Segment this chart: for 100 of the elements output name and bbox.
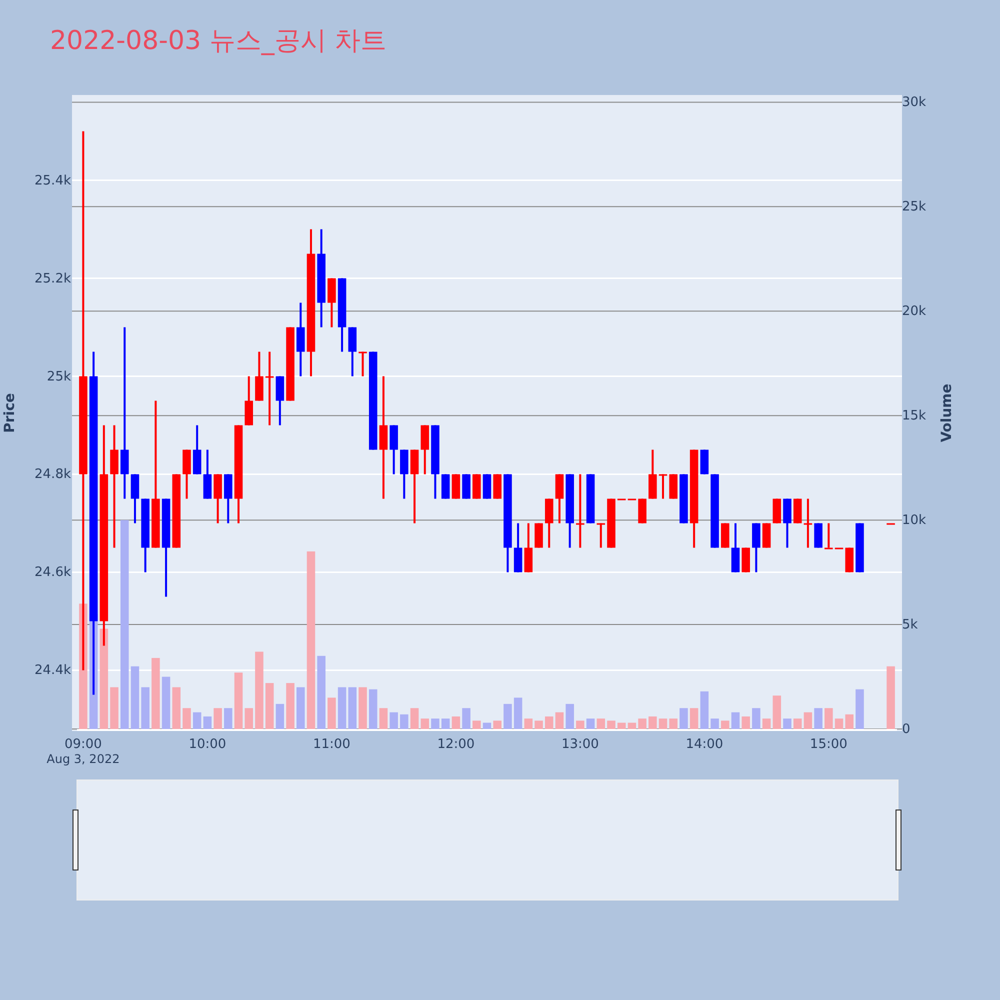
y2-tick-label: 30k <box>902 95 927 110</box>
bar <box>566 704 574 729</box>
bar <box>742 716 750 729</box>
bar <box>514 698 522 729</box>
bar <box>172 687 181 729</box>
candlestick <box>358 350 367 378</box>
bar <box>286 683 294 729</box>
x-tick-label: 15:00 <box>810 737 848 752</box>
bar <box>265 683 274 729</box>
bar <box>452 716 460 729</box>
x-tick-label: 10:00 <box>188 737 226 752</box>
candlestick <box>658 473 668 500</box>
bar <box>669 718 678 729</box>
y2-tick-label: 5k <box>902 618 918 633</box>
bar <box>203 716 212 729</box>
text: Aug 3, 2022 <box>46 752 120 766</box>
bar <box>555 712 564 729</box>
bar <box>234 672 243 729</box>
y-tick-label: 24.6k <box>34 565 72 580</box>
bar <box>752 708 760 729</box>
bar <box>420 718 430 729</box>
candlestick <box>265 350 274 426</box>
bar <box>834 718 844 729</box>
bar <box>793 718 802 729</box>
y2-axis-title: Volume <box>939 384 955 442</box>
bar <box>255 652 264 729</box>
bar <box>410 708 419 729</box>
y2-tick-label: 0 <box>902 722 910 737</box>
y2-tick-label: 10k <box>902 513 927 528</box>
y-tick-label: 24.4k <box>34 663 72 678</box>
y2-tick-label: 15k <box>902 408 927 424</box>
bar <box>586 718 595 729</box>
bar <box>814 708 822 729</box>
bar <box>348 687 357 729</box>
y-tick-label: 25k <box>46 369 72 384</box>
bar <box>214 708 222 729</box>
bar <box>856 689 864 729</box>
bar <box>130 666 140 729</box>
y2-tick-label: 25k <box>902 200 927 215</box>
bar <box>368 689 378 729</box>
candlestick <box>824 522 833 550</box>
bar <box>120 520 129 729</box>
bar <box>680 708 688 729</box>
bar <box>731 712 740 729</box>
bar <box>690 708 698 729</box>
bar <box>317 656 326 729</box>
bar <box>886 666 895 729</box>
bar <box>720 720 730 729</box>
bar <box>390 712 398 729</box>
y-tick-label: 25.4k <box>34 173 72 188</box>
bar <box>379 708 388 729</box>
candlestick <box>576 473 584 549</box>
bar <box>141 687 150 729</box>
bar <box>596 718 606 729</box>
bar <box>524 718 533 729</box>
bar <box>700 691 709 729</box>
bar <box>472 720 481 729</box>
y-tick-label: 24.8k <box>34 467 72 482</box>
bar <box>400 714 408 729</box>
bar <box>358 687 367 729</box>
bar <box>783 718 792 729</box>
bar <box>534 720 543 729</box>
x-tick-label: 11:00 <box>312 737 350 752</box>
bar <box>192 712 202 729</box>
bar <box>804 712 812 729</box>
bar <box>462 708 470 729</box>
x-tick-label: 12:00 <box>437 737 475 752</box>
bar <box>824 708 833 729</box>
bar <box>296 687 305 729</box>
bar <box>100 628 108 729</box>
bar <box>182 708 191 729</box>
bar <box>431 718 440 729</box>
bar <box>638 718 646 729</box>
x-tick-label: 09:00 <box>64 737 102 752</box>
chart-title: 2022-08-03 뉴스_공시 차트 <box>50 26 387 56</box>
y-axis-title: Price <box>2 393 18 433</box>
bar <box>544 716 554 729</box>
bar <box>845 714 854 729</box>
bar <box>441 718 450 729</box>
bar <box>306 551 316 729</box>
bar <box>576 720 584 729</box>
bar <box>658 718 668 729</box>
bar <box>152 658 160 729</box>
bar <box>338 687 346 729</box>
y2-tick-label: 20k <box>902 304 927 320</box>
candlestick <box>596 522 606 549</box>
bar <box>493 720 502 729</box>
bar <box>628 722 636 729</box>
candlestick <box>804 498 812 549</box>
bar <box>710 718 719 729</box>
bar <box>244 708 254 729</box>
x-tick-label: 14:00 <box>686 737 724 752</box>
bar <box>328 698 336 729</box>
bar <box>110 687 118 729</box>
bar <box>224 708 232 729</box>
bar <box>772 696 782 729</box>
bar <box>762 718 771 729</box>
bar <box>648 716 657 729</box>
y-tick-label: 25.2k <box>34 271 72 286</box>
bar <box>482 722 492 729</box>
